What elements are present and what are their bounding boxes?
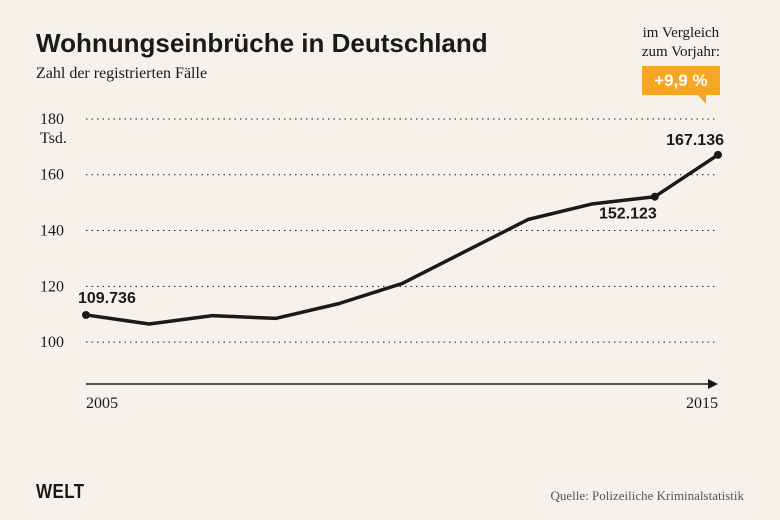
data-point	[82, 311, 90, 319]
y-unit-label: Tsd.	[40, 130, 67, 147]
svg-text:100: 100	[40, 334, 64, 351]
svg-text:140: 140	[40, 223, 64, 240]
y-axis-labels: 100 120 140 160 180	[40, 111, 64, 351]
chart-subtitle: Zahl der registrierten Fälle	[36, 65, 744, 83]
arrow-right-icon	[708, 379, 718, 389]
gridlines	[86, 119, 718, 342]
comparison-badge: +9,9 %	[642, 66, 719, 95]
line-chart: 100 120 140 160 180 Tsd. 2005 2015 109.736 15…	[36, 100, 736, 430]
chart-svg: 100 120 140 160 180 Tsd. 2005 2015 109.736 15…	[36, 100, 736, 430]
chart-title: Wohnungseinbrüche in Deutschland	[36, 28, 744, 59]
point-label: 167.136	[666, 132, 724, 149]
point-label: 152.123	[599, 206, 657, 223]
svg-text:180: 180	[40, 111, 64, 128]
svg-text:120: 120	[40, 278, 64, 295]
brand-logo: WELT	[36, 481, 85, 504]
comparison-callout: im Vergleich zum Vorjahr: +9,9 %	[642, 24, 720, 95]
x-axis-end-label: 2015	[686, 395, 718, 412]
comparison-line2: zum Vorjahr:	[642, 43, 720, 62]
comparison-line1: im Vergleich	[642, 24, 720, 43]
svg-text:160: 160	[40, 167, 64, 184]
data-point	[651, 193, 659, 201]
x-axis-start-label: 2005	[86, 395, 118, 412]
source-text: Quelle: Polizeiliche Kriminalstatistik	[550, 488, 744, 504]
data-points: 109.736 152.123 167.136	[78, 132, 724, 319]
point-label: 109.736	[78, 290, 136, 307]
data-point	[714, 151, 722, 159]
data-line	[86, 155, 718, 324]
comparison-badge-text: +9,9 %	[642, 66, 719, 95]
